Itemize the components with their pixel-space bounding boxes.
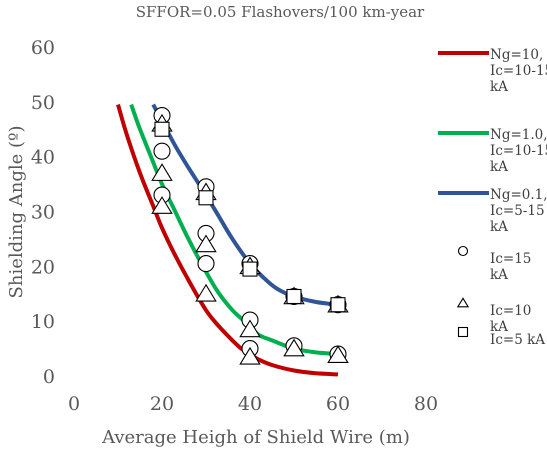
y-tick-label: 20 [31,256,55,278]
triangle-marker [151,163,173,181]
y-axis-title: Shielding Angle (º) [6,126,27,299]
legend-label: Ng=1.0, [490,127,547,143]
square-marker [198,190,214,206]
series-line-0 [116,104,339,377]
triangle-marker [283,338,305,357]
x-tick-label: 0 [68,393,80,415]
triangle-marker [239,319,261,338]
triangle-marker [195,283,217,302]
legend-label: Ic=10-15 [490,63,547,79]
x-tick-label: 60 [326,393,350,415]
square-marker [154,121,170,137]
circle-marker [197,255,215,273]
legend-circle-marker [457,245,469,257]
legend-label: Ic=5-15 [490,203,545,219]
y-tick-label: 10 [31,311,55,333]
chart-title: SFFOR=0.05 Flashovers/100 km-year [136,3,425,21]
legend-label: Ic=15 [490,251,531,267]
square-marker [242,261,258,277]
legend-label: kA [490,219,508,235]
x-axis-title: Average Heigh of Shield Wire (m) [101,427,410,448]
legend-label: kA [490,319,508,335]
triangle-marker [239,346,261,365]
y-tick-label: 30 [31,202,55,224]
x-tick-label: 80 [414,393,438,415]
legend-label: kA [490,159,508,175]
triangle-marker [151,196,173,214]
y-tick-label: 50 [31,92,55,114]
legend-label: Ic=10-15 [490,143,547,159]
circle-marker [153,142,171,160]
legend-label: Ng=10, [490,47,543,63]
triangle-marker [195,234,217,253]
legend-label: kA [490,267,508,283]
legend-label: kA [490,79,508,95]
legend-triangle-marker [456,297,470,308]
y-tick-label: 60 [31,37,55,59]
legend-label: Ic=10 [490,303,531,319]
y-tick-label: 40 [31,147,55,169]
x-tick-label: 20 [150,393,174,415]
square-marker [286,288,302,305]
x-tick-label: 40 [238,393,262,415]
square-marker [330,297,346,313]
y-tick-label: 0 [43,366,55,388]
legend-label: Ng=0.1, [490,187,547,203]
legend-label: Ic=5 kA [490,332,545,348]
triangle-marker [327,345,349,363]
legend-square-marker [457,326,469,338]
